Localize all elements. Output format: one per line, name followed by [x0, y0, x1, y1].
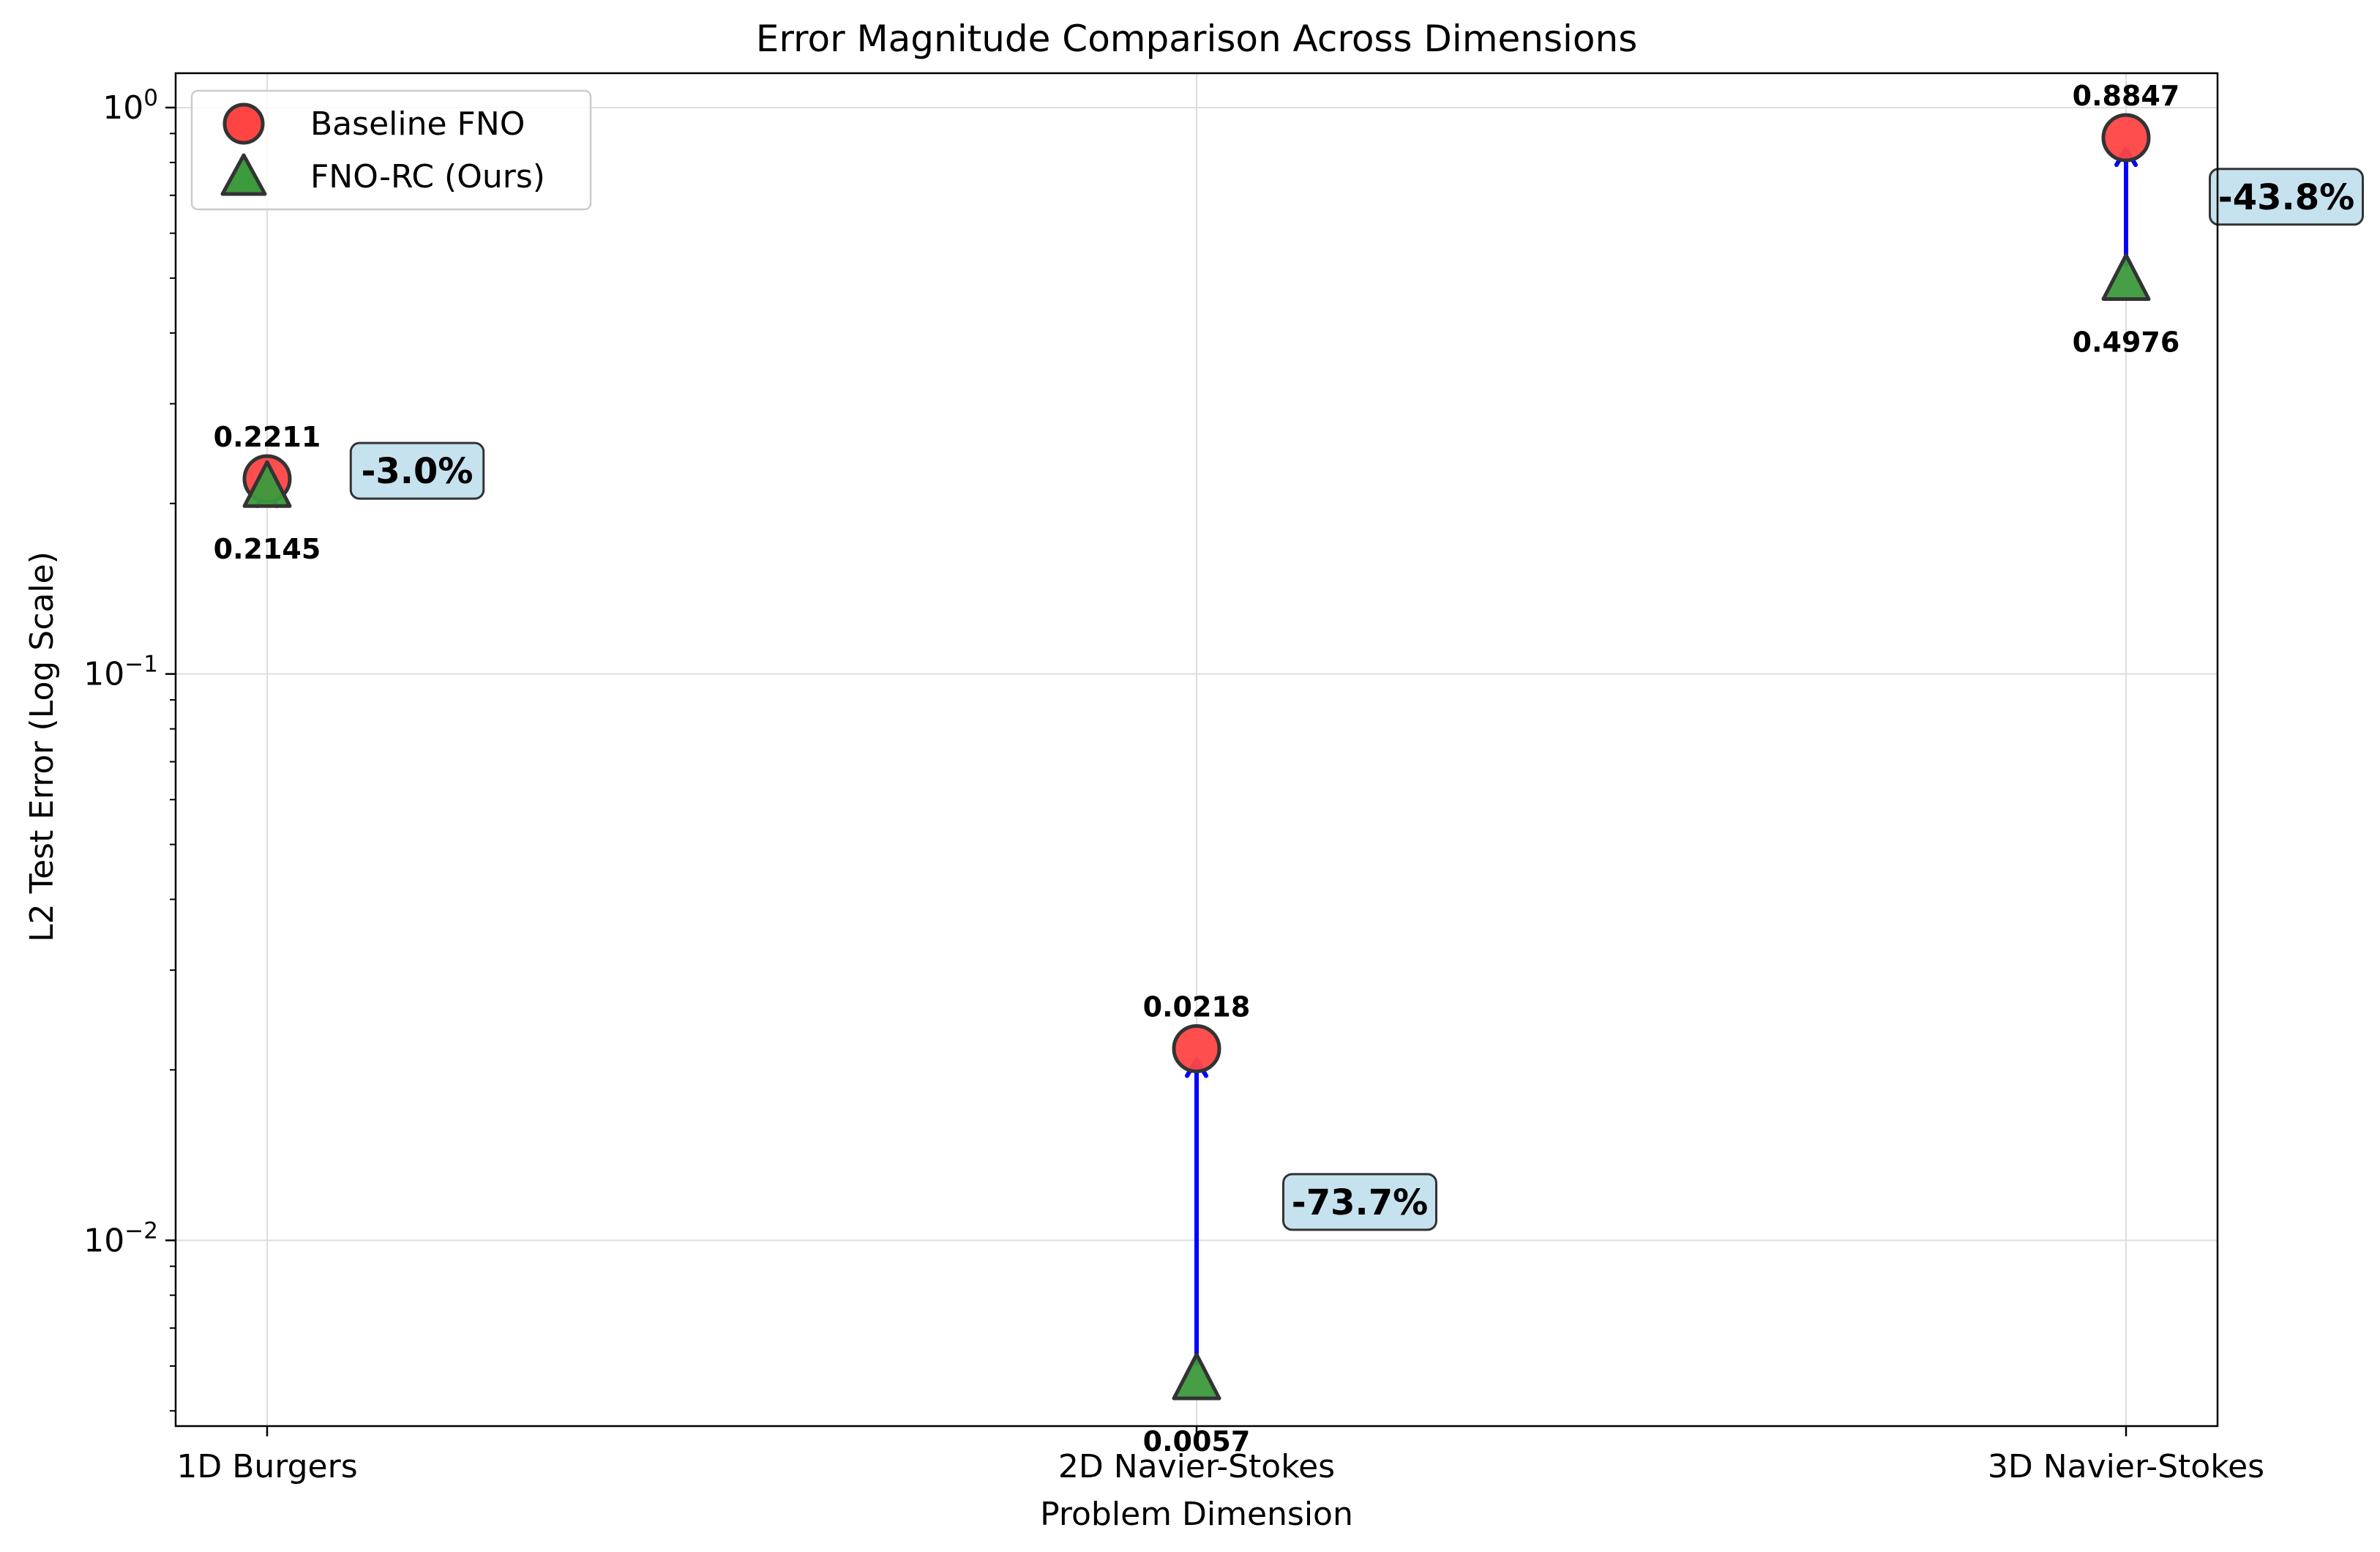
fno-rc-point	[242, 460, 292, 508]
legend-triangle-marker	[220, 153, 267, 196]
legend-label-baseline: Baseline FNO	[310, 105, 525, 143]
fno-rc-point	[1172, 1352, 1221, 1400]
legend: Baseline FNO FNO-RC (Ours)	[190, 89, 592, 211]
annotation-box	[349, 441, 485, 500]
baseline-point	[1172, 1023, 1221, 1073]
data-markers	[242, 113, 2151, 1400]
annotation-label: -3.0%	[361, 451, 473, 492]
annotation-box	[1282, 1173, 1437, 1231]
baseline-point	[2101, 113, 2151, 163]
legend-label-fno-rc: FNO-RC (Ours)	[310, 158, 545, 195]
y-tick-label: 100	[102, 85, 158, 127]
annotation-label: -43.8%	[2218, 177, 2354, 218]
y-axis-label: L2 Test Error (Log Scale)	[23, 551, 61, 942]
x-tick-label: 1D Burgers	[176, 1448, 357, 1485]
axis-ticks: 1D Burgers 2D Navier-Stokes 3D Navier-Stok…	[83, 85, 2264, 1485]
baseline-value-label: 0.0218	[1143, 990, 1251, 1023]
baseline-value-label: 0.2211	[214, 421, 321, 453]
chart-title: Error Magnitude Comparison Across Dimens…	[756, 18, 1638, 60]
legend-circle-marker	[222, 102, 265, 145]
improvement-annotations: -3.0% -73.7% -43.8%	[349, 168, 2364, 1231]
annotation-box	[2209, 168, 2364, 226]
y-tick-label: 10−2	[83, 1217, 158, 1259]
x-axis-label: Problem Dimension	[1040, 1496, 1353, 1533]
fno-rc-point	[2101, 253, 2151, 301]
annotation-label: -73.7%	[1292, 1182, 1428, 1223]
x-tick-label: 2D Navier-Stokes	[1058, 1448, 1335, 1485]
legend-frame	[190, 89, 592, 211]
y-tick-label: 10−1	[83, 652, 158, 693]
x-tick-label: 3D Navier-Stokes	[1988, 1448, 2264, 1485]
baseline-value-label: 0.8847	[2073, 80, 2180, 112]
fno-rc-value-label: 0.2145	[214, 533, 321, 565]
fno-rc-value-label: 0.4976	[2073, 326, 2180, 358]
